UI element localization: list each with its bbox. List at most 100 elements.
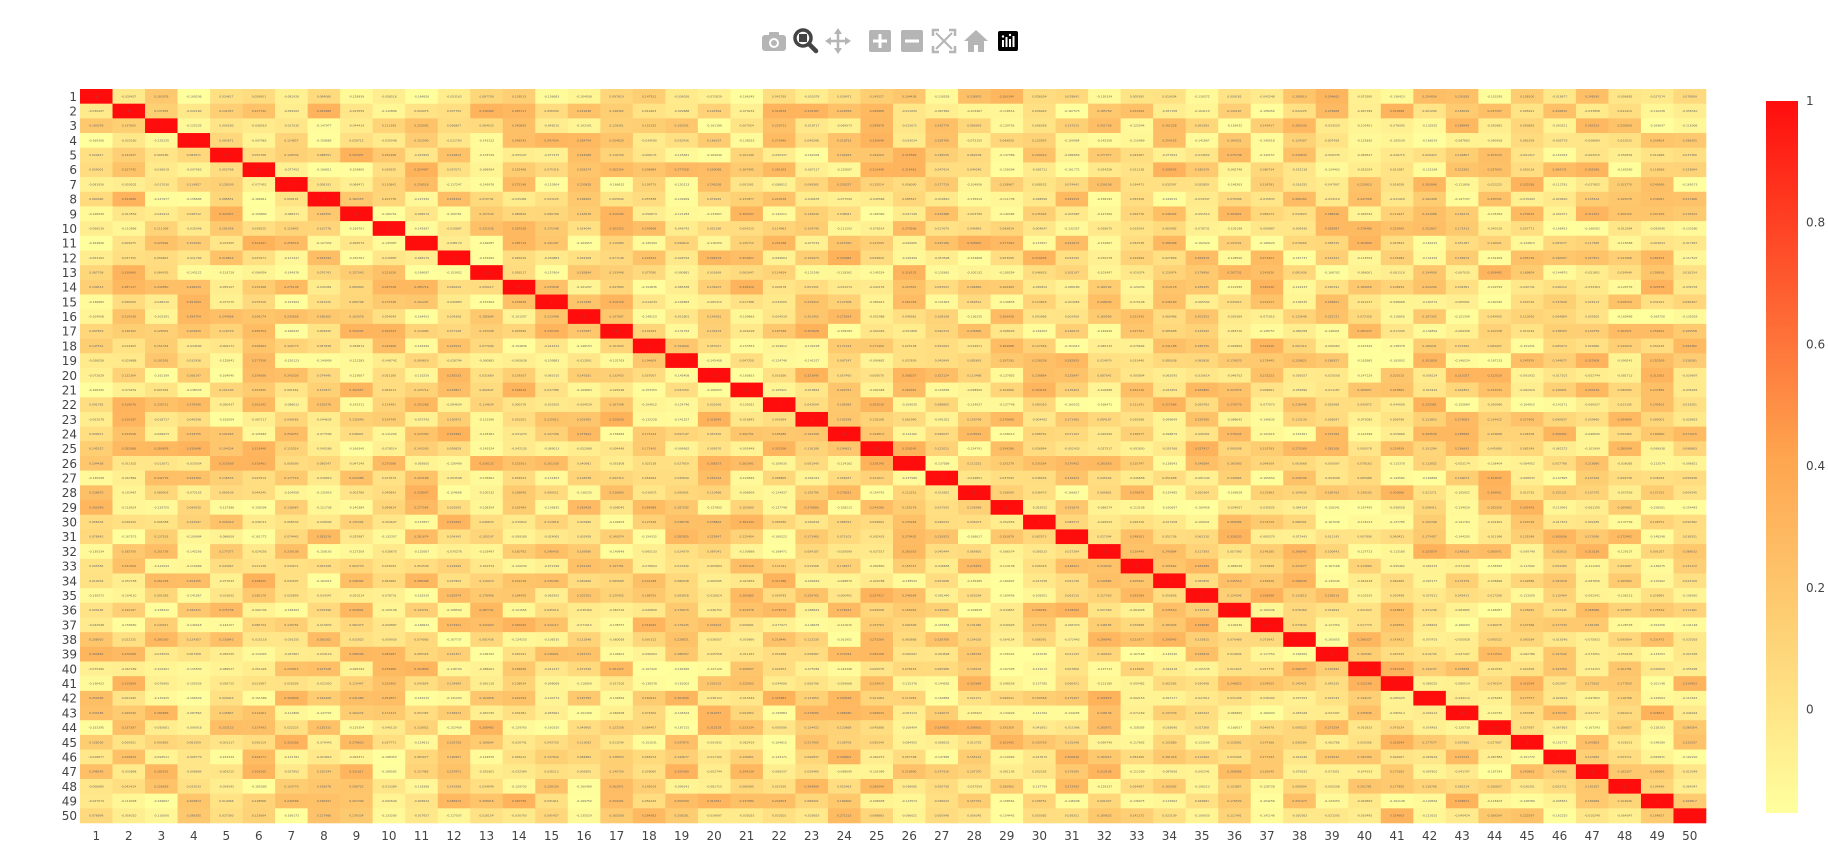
heatmap-cell[interactable] xyxy=(795,89,829,104)
heatmap-cell[interactable] xyxy=(210,133,243,149)
heatmap-cell[interactable] xyxy=(1348,103,1382,119)
heatmap-cell[interactable] xyxy=(1315,162,1349,178)
heatmap-cell[interactable] xyxy=(697,103,731,119)
heatmap-cell[interactable] xyxy=(437,89,471,104)
heatmap-cell[interactable] xyxy=(1218,191,1252,207)
heatmap-cell[interactable] xyxy=(1153,103,1186,119)
heatmap-cell[interactable] xyxy=(470,206,504,222)
heatmap-cell[interactable] xyxy=(145,221,178,237)
heatmap-cell[interactable] xyxy=(1510,191,1544,207)
heatmap-cell[interactable] xyxy=(405,133,439,149)
heatmap-cell[interactable] xyxy=(1413,103,1447,119)
heatmap-cell[interactable] xyxy=(437,118,471,134)
heatmap-cell[interactable] xyxy=(893,221,926,237)
heatmap-cell[interactable] xyxy=(697,147,731,163)
heatmap-cell[interactable] xyxy=(242,191,276,207)
heatmap-cell[interactable] xyxy=(795,118,829,134)
home-button[interactable] xyxy=(960,25,992,57)
heatmap-cell[interactable] xyxy=(1185,89,1219,104)
heatmap-cell[interactable] xyxy=(1023,103,1056,119)
heatmap-cell[interactable] xyxy=(632,133,666,149)
heatmap-cell[interactable] xyxy=(1348,191,1382,207)
heatmap-cell[interactable] xyxy=(762,118,796,134)
heatmap-cell[interactable] xyxy=(372,221,406,237)
heatmap-cell[interactable] xyxy=(437,103,471,119)
heatmap-cell[interactable] xyxy=(1348,147,1382,163)
heatmap-cell[interactable] xyxy=(275,162,308,178)
heatmap-cell[interactable] xyxy=(307,89,341,104)
heatmap-cell[interactable] xyxy=(730,191,764,207)
heatmap-cell[interactable] xyxy=(1023,162,1056,178)
heatmap-cell[interactable] xyxy=(1510,89,1544,104)
heatmap-cell[interactable] xyxy=(1640,103,1674,119)
heatmap-cell[interactable] xyxy=(502,177,536,193)
heatmap-cell[interactable] xyxy=(80,118,113,134)
heatmap-cell[interactable] xyxy=(567,133,601,149)
heatmap-cell[interactable] xyxy=(665,162,699,178)
heatmap-cell[interactable] xyxy=(1055,147,1089,163)
heatmap-cell[interactable] xyxy=(470,133,504,149)
heatmap-cell[interactable] xyxy=(925,162,959,178)
heatmap-cell[interactable] xyxy=(1153,162,1186,178)
heatmap-cell[interactable] xyxy=(1673,133,1707,149)
heatmap-cell[interactable] xyxy=(762,177,796,193)
heatmap-cell[interactable] xyxy=(1315,147,1349,163)
heatmap-cell[interactable] xyxy=(1088,191,1121,207)
heatmap-cell[interactable] xyxy=(632,89,666,104)
camera-button[interactable] xyxy=(758,25,790,57)
heatmap-cell[interactable] xyxy=(1315,133,1349,149)
heatmap-cell[interactable] xyxy=(1413,133,1447,149)
heatmap-cell[interactable] xyxy=(632,221,666,237)
heatmap-cell[interactable] xyxy=(1640,147,1674,163)
heatmap-cell[interactable] xyxy=(958,177,991,193)
heatmap-cell[interactable] xyxy=(632,177,666,193)
heatmap-cell[interactable] xyxy=(275,118,308,134)
heatmap-cell[interactable] xyxy=(1608,118,1642,134)
heatmap-cell[interactable] xyxy=(1120,133,1154,149)
heatmap-cell[interactable] xyxy=(1348,206,1382,222)
heatmap-cell[interactable] xyxy=(80,191,113,207)
heatmap-cell[interactable] xyxy=(600,177,634,193)
heatmap-cell[interactable] xyxy=(1445,177,1479,193)
heatmap-cell[interactable] xyxy=(1250,191,1284,207)
heatmap-cell[interactable] xyxy=(112,89,146,104)
heatmap-cell[interactable] xyxy=(567,162,601,178)
heatmap-cell[interactable] xyxy=(1380,162,1414,178)
zoom-button[interactable] xyxy=(790,25,822,57)
heatmap-cell[interactable] xyxy=(1380,133,1414,149)
heatmap-cell[interactable] xyxy=(242,133,276,149)
heatmap-cell[interactable] xyxy=(665,133,699,149)
heatmap-cell[interactable] xyxy=(1575,147,1609,163)
heatmap-cell[interactable] xyxy=(307,162,341,178)
heatmap-cell[interactable] xyxy=(535,89,569,104)
heatmap-cell[interactable] xyxy=(145,177,178,193)
heatmap-cell[interactable] xyxy=(1413,191,1447,207)
heatmap-cell[interactable] xyxy=(1640,162,1674,178)
heatmap-cell[interactable] xyxy=(1315,206,1349,222)
heatmap-cell[interactable] xyxy=(1478,133,1512,149)
heatmap-cell[interactable] xyxy=(1478,162,1512,178)
plotly-logo-button[interactable] xyxy=(992,25,1024,57)
heatmap-cell[interactable] xyxy=(827,133,861,149)
heatmap-cell[interactable] xyxy=(340,162,373,178)
heatmap-cell[interactable] xyxy=(990,191,1024,207)
heatmap-cell[interactable] xyxy=(1315,89,1349,104)
heatmap-cell[interactable] xyxy=(437,177,471,193)
heatmap-cell[interactable] xyxy=(827,206,861,222)
heatmap-cell[interactable] xyxy=(600,191,634,207)
heatmap-cell[interactable] xyxy=(1283,206,1317,222)
heatmap-cell[interactable] xyxy=(1218,89,1252,104)
heatmap-cell[interactable] xyxy=(730,118,764,134)
heatmap-cell[interactable] xyxy=(697,191,731,207)
heatmap-cell[interactable] xyxy=(1153,118,1186,134)
heatmap-cell[interactable] xyxy=(242,103,276,119)
heatmap-cell[interactable] xyxy=(502,147,536,163)
heatmap-cell[interactable] xyxy=(535,191,569,207)
heatmap-cell[interactable] xyxy=(275,206,308,222)
heatmap-cell[interactable] xyxy=(1088,118,1121,134)
heatmap-cell[interactable] xyxy=(1380,206,1414,222)
heatmap-cell[interactable] xyxy=(1218,133,1252,149)
heatmap-cell[interactable] xyxy=(827,118,861,134)
heatmap-cell[interactable] xyxy=(242,177,276,193)
heatmap-cell[interactable] xyxy=(1673,206,1707,222)
